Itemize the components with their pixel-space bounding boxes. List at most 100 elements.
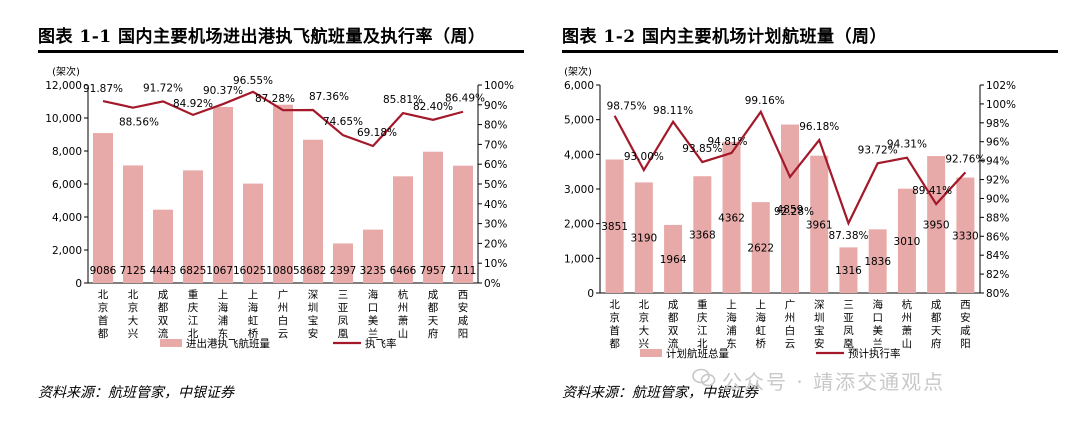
y-left-tick-label: 1,000 — [564, 253, 594, 265]
bar-value-label: 1836 — [864, 256, 891, 268]
bar-value-label: 2622 — [747, 243, 774, 255]
line-value-label: 91.72% — [143, 82, 183, 94]
legend-bar-label: 计划航班总量 — [666, 347, 729, 360]
chart-2-svg: (架次) 0 1,000 2,000 3,000 4,000 5,000 6,000 80% 82… — [564, 65, 1016, 360]
bar — [333, 243, 353, 283]
bar-value-label: 1316 — [835, 265, 862, 277]
y-right-tick-label: 100% — [986, 99, 1016, 111]
legend-bar-swatch — [640, 349, 662, 357]
bar — [634, 182, 653, 293]
y-right-tick-label: 92% — [986, 175, 1009, 187]
line-series — [102, 90, 464, 148]
x-category-label: 北京大兴 — [128, 289, 139, 340]
x-category-label: 杭州萧山 — [398, 288, 409, 340]
y-left-tick-label: 0 — [75, 278, 82, 290]
y-right-tick-label: 10% — [484, 258, 507, 270]
line-value-label: 87.36% — [309, 91, 349, 103]
y-right-tick-label: 86% — [986, 231, 1009, 243]
x-category-label: 深圳宝安 — [814, 299, 825, 350]
bar — [273, 104, 293, 283]
y-right-tick-label: 96% — [986, 137, 1009, 149]
x-category-label: 三亚凤凰 — [843, 299, 854, 350]
bar-value-label: 6825 — [180, 265, 207, 277]
bar — [664, 224, 683, 293]
legend-bar-label: 进出港执飞航班量 — [186, 337, 270, 350]
y-right-tick-label: 82% — [986, 269, 1009, 281]
title-rule — [562, 50, 1058, 53]
y-right-tick-label: 84% — [986, 250, 1009, 262]
y-left-tick-label: 4,000 — [564, 149, 594, 161]
line-value-label: 96.55% — [233, 75, 273, 87]
x-category-label: 杭州萧山 — [902, 298, 913, 350]
y-left-tick-label: 5,000 — [564, 115, 594, 127]
line-value-label: 98.75% — [607, 101, 647, 113]
x-category-label: 广州白云 — [278, 289, 289, 340]
wechat-icon — [692, 368, 716, 387]
y-right-tick-label: 100% — [484, 80, 514, 92]
y-left-tick-label: 6,000 — [564, 80, 594, 92]
bar-value-label: 7111 — [450, 265, 477, 277]
bar — [183, 170, 203, 283]
chart-title: 图表 1-1 国内主要机场进出港执飞航班量及执行率（周） — [38, 27, 486, 47]
bar-value-label: 3961 — [806, 219, 833, 231]
source-note: 资料来源：航班管家，中银证券 — [38, 385, 234, 401]
line-value-label: 82.40% — [413, 101, 453, 113]
x-category-label: 重庆江北 — [188, 288, 199, 340]
y-left-tick-label: 2,000 — [564, 219, 594, 231]
line-value-label: 87.38% — [828, 230, 868, 242]
y-right-tick-label: 98% — [986, 118, 1009, 130]
y-right-tick-label: 90% — [484, 100, 507, 112]
line-value-label: 92.76% — [945, 153, 985, 165]
y-right-tick-label: 90% — [986, 193, 1009, 205]
bar-value-label: 10805 — [266, 265, 299, 277]
bar — [897, 188, 916, 293]
bar — [956, 177, 975, 293]
bar-value-label: 4362 — [718, 212, 745, 224]
line-value-label: 96.18% — [799, 121, 839, 133]
bar-value-label: 3950 — [923, 220, 950, 232]
bar — [751, 202, 770, 293]
bar — [243, 183, 263, 283]
bar — [810, 155, 829, 293]
x-category-label: 成都双流 — [668, 299, 679, 350]
line-value-label: 93.00% — [624, 151, 664, 163]
y-axis-unit-label: (架次) — [52, 65, 80, 78]
x-category-label: 三亚凤凰 — [338, 289, 349, 340]
bar-value-label: 10671 — [206, 265, 239, 277]
bar-value-label: 7957 — [420, 265, 447, 277]
line-value-label: 84.92% — [173, 98, 213, 110]
y-right-tick-label: 88% — [986, 212, 1009, 224]
x-category-label: 成都天府 — [428, 289, 439, 340]
x-category-label: 海口美兰 — [872, 298, 883, 350]
bar-value-label: 9086 — [90, 265, 117, 277]
legend-line-label: 执飞率 — [365, 337, 397, 350]
bar — [303, 139, 323, 283]
title-rule — [38, 50, 524, 53]
y-right-tick-label: 94% — [986, 156, 1009, 168]
line-value-label: 93.72% — [858, 144, 898, 156]
x-category-label: 成都双流 — [158, 289, 169, 340]
y-axis-unit-label: (架次) — [564, 65, 592, 78]
bar-value-label: 3851 — [601, 221, 628, 233]
x-category-label: 上海虹桥 — [756, 299, 767, 350]
y-right-tick-label: 80% — [986, 288, 1009, 300]
y-left-tick-label: 2,000 — [52, 245, 82, 257]
x-category-label: 北京大兴 — [639, 299, 650, 350]
x-category-label: 广州白云 — [785, 299, 796, 350]
bar — [453, 165, 473, 283]
bar — [423, 151, 443, 283]
line-value-label: 85.81% — [383, 94, 423, 106]
bar-value-label: 2397 — [330, 265, 357, 277]
x-category-label: 西安咸阳 — [458, 289, 469, 340]
bar-value-label: 3010 — [894, 236, 921, 248]
line-value-label: 89.41% — [912, 185, 952, 197]
y-right-tick-label: 20% — [484, 238, 507, 250]
y-right-tick-label: 102% — [986, 80, 1016, 92]
y-right-tick-label: 30% — [484, 219, 507, 231]
bar-value-label: 4859 — [777, 204, 804, 216]
bar-value-label: 6466 — [390, 265, 417, 277]
y-left-tick-label: 3,000 — [564, 184, 594, 196]
chart-panel-1: 图表 1-1 国内主要机场进出港执飞航班量及执行率（周） (架次) 0 2,000 4… — [38, 27, 524, 401]
x-category-label: 上海浦东 — [218, 289, 229, 340]
y-right-tick-label: 60% — [484, 159, 507, 171]
